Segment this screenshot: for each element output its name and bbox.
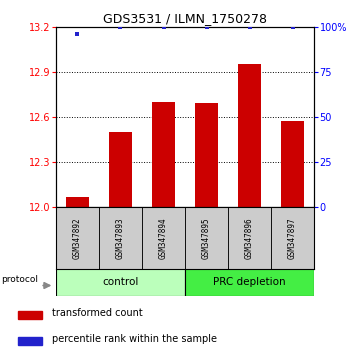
Point bbox=[161, 24, 166, 29]
Point bbox=[247, 24, 252, 29]
Bar bbox=[185, 269, 314, 296]
Bar bbox=[195, 103, 218, 207]
Text: PRC depletion: PRC depletion bbox=[213, 277, 286, 287]
Bar bbox=[66, 196, 89, 207]
Text: GSM347892: GSM347892 bbox=[73, 217, 82, 259]
Text: GSM347894: GSM347894 bbox=[159, 217, 168, 259]
Bar bbox=[56, 269, 185, 296]
Bar bbox=[109, 132, 132, 207]
Bar bbox=[56, 207, 99, 269]
Bar bbox=[152, 102, 175, 207]
Point bbox=[118, 24, 123, 29]
Title: GDS3531 / ILMN_1750278: GDS3531 / ILMN_1750278 bbox=[103, 12, 267, 25]
Point bbox=[204, 24, 209, 29]
Bar bbox=[271, 207, 314, 269]
Text: protocol: protocol bbox=[1, 275, 38, 284]
Point bbox=[75, 31, 81, 36]
Bar bbox=[99, 207, 142, 269]
Bar bbox=[228, 207, 271, 269]
Bar bbox=[185, 207, 228, 269]
Text: GSM347895: GSM347895 bbox=[202, 217, 211, 259]
Text: percentile rank within the sample: percentile rank within the sample bbox=[52, 335, 217, 344]
Text: GSM347896: GSM347896 bbox=[245, 217, 254, 259]
Bar bbox=[238, 64, 261, 207]
Bar bbox=[142, 207, 185, 269]
Text: control: control bbox=[102, 277, 139, 287]
Text: GSM347893: GSM347893 bbox=[116, 217, 125, 259]
Point bbox=[290, 24, 295, 29]
Bar bbox=[18, 337, 42, 345]
Bar bbox=[18, 311, 42, 319]
Bar bbox=[281, 121, 304, 207]
Text: transformed count: transformed count bbox=[52, 308, 143, 318]
Text: GSM347897: GSM347897 bbox=[288, 217, 297, 259]
